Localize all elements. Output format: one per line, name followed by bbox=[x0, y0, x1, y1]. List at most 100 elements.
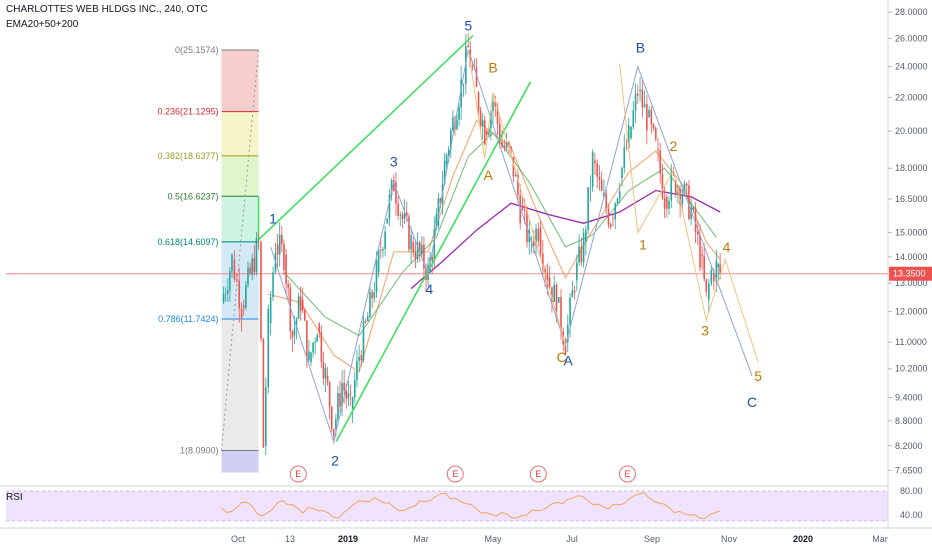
candle-body bbox=[255, 238, 258, 273]
candle-body bbox=[555, 284, 558, 319]
candle-body bbox=[605, 193, 607, 209]
candle-body bbox=[521, 207, 524, 210]
x-tick-label: 2020 bbox=[793, 534, 813, 544]
candle-body bbox=[408, 216, 410, 250]
candle-body bbox=[621, 167, 623, 179]
x-tick-label: Jul bbox=[566, 534, 578, 544]
candle-body bbox=[699, 234, 701, 268]
candle-body bbox=[285, 254, 287, 284]
fibonacci-retracement[interactable]: 0(25.1574) 0.236(21.1295) 0.382(18.6377) 0.… bbox=[157, 45, 260, 473]
candle-body bbox=[681, 195, 684, 205]
candle-body bbox=[650, 110, 653, 125]
candle-body bbox=[314, 341, 316, 343]
candle-body bbox=[247, 267, 249, 285]
time-axis[interactable]: Oct 13 2019 Mar May Jul Sep Nov 2020 Mar bbox=[231, 534, 888, 544]
trend-line[interactable] bbox=[258, 35, 474, 241]
candle-body bbox=[539, 227, 542, 254]
x-tick-label: May bbox=[484, 534, 502, 544]
candle-body bbox=[661, 173, 664, 198]
y-tick-label: 22.0000 bbox=[895, 92, 928, 102]
indicator-legend[interactable]: EMA20+50+200 bbox=[6, 19, 79, 30]
fib-level-label: 0(25.1574) bbox=[175, 45, 219, 55]
fib-zone bbox=[221, 319, 259, 451]
wave-label: 3 bbox=[701, 323, 709, 339]
earnings-event-marker[interactable] bbox=[289, 465, 307, 483]
candle-body bbox=[623, 147, 626, 168]
candle-body bbox=[349, 393, 352, 395]
candle-body bbox=[360, 355, 363, 361]
candle-body bbox=[316, 335, 319, 342]
candle-body bbox=[591, 152, 594, 187]
candle-body bbox=[692, 207, 695, 210]
candle-body bbox=[287, 283, 289, 288]
candle-body bbox=[625, 147, 628, 149]
trend-channel[interactable] bbox=[258, 35, 532, 442]
candle-body bbox=[416, 242, 419, 260]
wave-path-correction[interactable] bbox=[467, 49, 566, 346]
candle-body bbox=[637, 93, 639, 96]
price-series bbox=[6, 33, 888, 456]
x-tick-label: 2019 bbox=[338, 534, 358, 544]
candle-body bbox=[641, 89, 644, 108]
candle-body bbox=[546, 273, 549, 287]
candle-body bbox=[371, 291, 373, 299]
candle-body bbox=[384, 231, 386, 250]
candle-body bbox=[663, 197, 666, 209]
wave-label: 2 bbox=[331, 453, 339, 469]
wave-label: 5 bbox=[464, 17, 472, 33]
y-tick-label: 26.0000 bbox=[895, 33, 928, 43]
earnings-event-marker[interactable] bbox=[446, 465, 464, 483]
wave-path-primary[interactable] bbox=[270, 49, 753, 444]
candle-body bbox=[320, 332, 323, 363]
candle-body bbox=[245, 284, 247, 308]
wave-label: A bbox=[484, 167, 494, 183]
candle-body bbox=[573, 290, 576, 293]
y-tick-label: 15.0000 bbox=[895, 228, 928, 238]
candle-body bbox=[373, 292, 376, 299]
candle-body bbox=[632, 110, 635, 127]
candle-body bbox=[456, 119, 458, 130]
candle-body bbox=[659, 150, 662, 174]
rsi-tick-label: 80.00 bbox=[900, 486, 923, 496]
rsi-label: RSI bbox=[6, 492, 23, 503]
candle-body bbox=[462, 83, 465, 85]
candle-body bbox=[435, 214, 438, 230]
wave-path-impulse[interactable] bbox=[619, 63, 759, 363]
candle-body bbox=[281, 234, 283, 245]
candle-body bbox=[523, 209, 526, 211]
candle-body bbox=[341, 382, 343, 407]
candle-body bbox=[308, 351, 310, 360]
candle-body bbox=[652, 124, 655, 129]
candle-body bbox=[469, 49, 472, 67]
candle-body bbox=[265, 387, 267, 446]
candle-body bbox=[397, 203, 399, 216]
candle-body bbox=[272, 272, 274, 298]
candle-body bbox=[553, 284, 555, 303]
candle-body bbox=[494, 100, 497, 107]
candle-body bbox=[535, 228, 537, 246]
price-axis[interactable]: 28.0000 26.0000 24.0000 22.0000 20.0000 18.00… bbox=[0, 0, 932, 530]
candle-body bbox=[312, 342, 314, 353]
candle-body bbox=[596, 163, 598, 177]
candle-body bbox=[433, 229, 436, 261]
y-tick-label: 7.6500 bbox=[895, 465, 923, 475]
candle-body bbox=[386, 218, 389, 224]
candle-body bbox=[717, 264, 720, 268]
candle-body bbox=[551, 287, 553, 303]
candle-body bbox=[657, 149, 659, 151]
rsi-tick-label: 40.00 bbox=[900, 510, 923, 520]
candle-body bbox=[358, 356, 360, 361]
candle-body bbox=[648, 110, 650, 118]
earnings-event-marker[interactable] bbox=[618, 465, 636, 483]
candle-body bbox=[475, 67, 478, 87]
earnings-event-marker[interactable] bbox=[529, 465, 547, 483]
last-price-tag[interactable] bbox=[889, 266, 932, 281]
fib-zone bbox=[221, 111, 259, 156]
candle-body bbox=[377, 249, 380, 273]
candle-body bbox=[379, 249, 382, 251]
trend-line[interactable] bbox=[335, 81, 532, 442]
candle-body bbox=[410, 235, 412, 250]
